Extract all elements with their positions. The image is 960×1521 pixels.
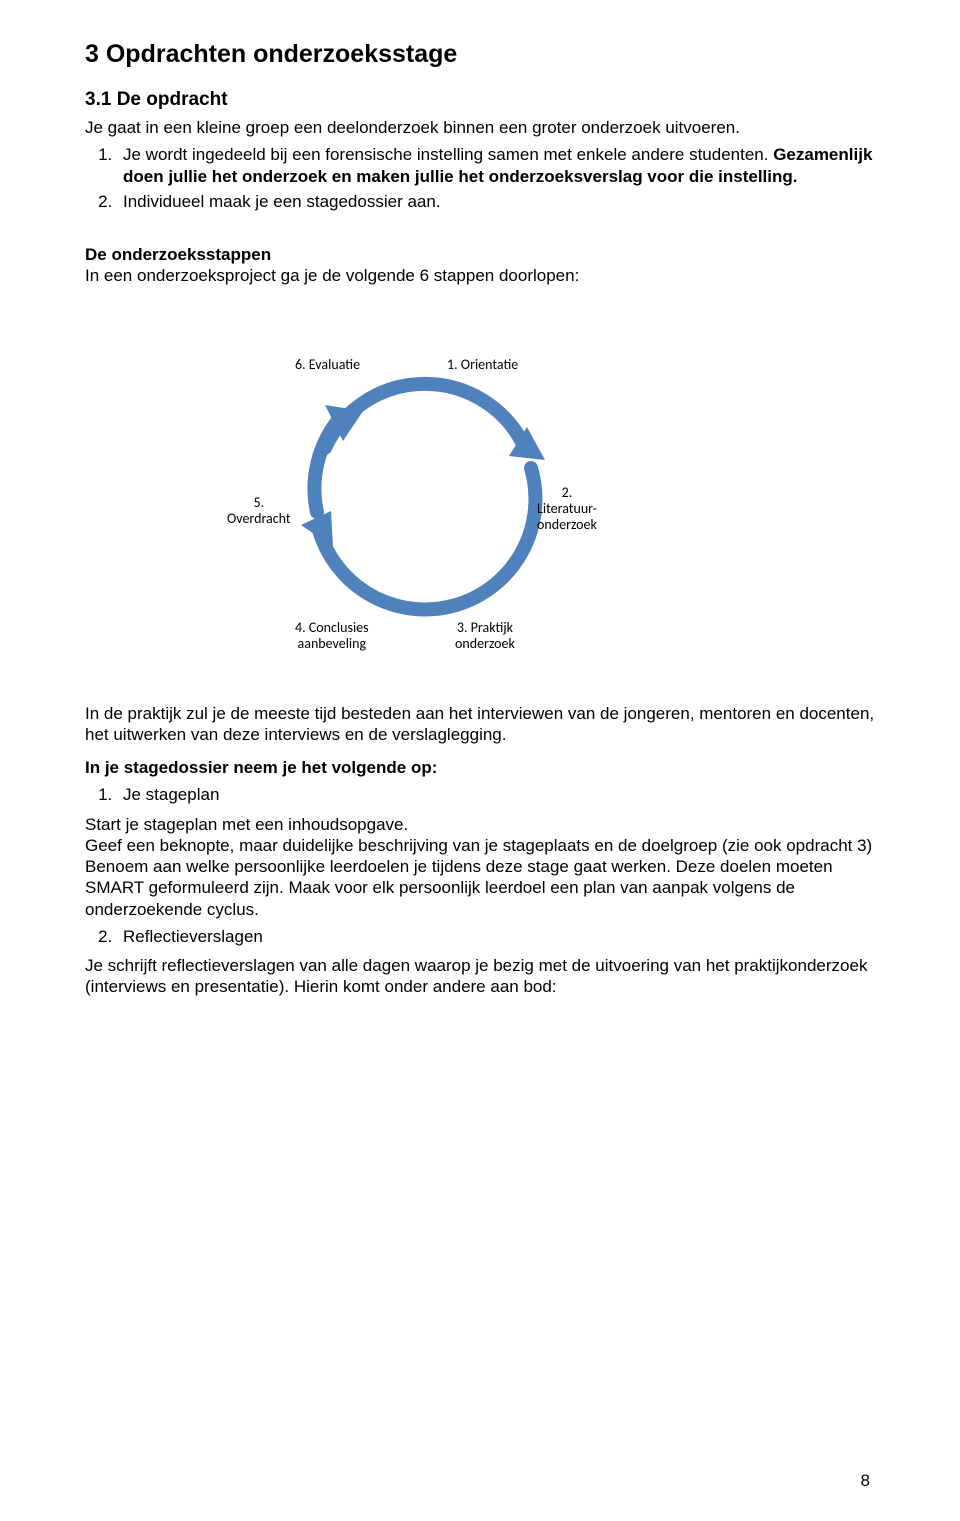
spacer bbox=[85, 220, 875, 244]
cycle-label-4a: 4. Conclusies bbox=[295, 619, 369, 636]
cycle-label-1: 1. Orientatie bbox=[447, 357, 518, 373]
cycle-label-3b: onderzoek bbox=[455, 635, 515, 652]
stagedossier-heading: In je stagedossier neem je het volgende … bbox=[85, 757, 875, 778]
stagedossier-li-1: Je stageplan bbox=[117, 784, 875, 805]
cycle-arc-2 bbox=[319, 468, 535, 609]
cycle-label-4: 4. Conclusies aanbeveling bbox=[295, 620, 369, 652]
intro-list: Je wordt ingedeeld bij een forensische i… bbox=[85, 144, 875, 212]
intro-li-1a: Je wordt ingedeeld bij een forensische i… bbox=[123, 145, 773, 164]
praktijk-p: In de praktijk zul je de meeste tijd bes… bbox=[85, 703, 875, 746]
heading-2: 3.1 De opdracht bbox=[85, 89, 875, 111]
cycle-label-4b: aanbeveling bbox=[298, 635, 367, 652]
intro-li-1: Je wordt ingedeeld bij een forensische i… bbox=[117, 144, 875, 187]
stagedossier-li-2: Reflectieverslagen bbox=[117, 926, 875, 947]
cycle-label-5: 5. Overdracht bbox=[227, 495, 291, 527]
cycle-label-6: 6. Evaluatie bbox=[295, 357, 360, 373]
stagedossier-p3: Benoem aan welke persoonlijke leerdoelen… bbox=[85, 856, 875, 920]
onderzoeksstappen-lead: In een onderzoeksproject ga je de volgen… bbox=[85, 265, 875, 286]
cycle-arc-3 bbox=[314, 418, 340, 512]
stagedossier-p2: Geef een beknopte, maar duidelijke besch… bbox=[85, 835, 875, 856]
heading-1: 3 Opdrachten onderzoeksstage bbox=[85, 40, 875, 69]
cycle-label-2: 2. Literatuur- onderzoek bbox=[537, 485, 597, 533]
cycle-label-5a: 5. bbox=[253, 494, 264, 511]
cycle-diagram: 6. Evaluatie 1. Orientatie 5. Overdracht… bbox=[205, 315, 645, 675]
cycle-label-5b: Overdracht bbox=[227, 510, 291, 527]
stagedossier-list-2: Reflectieverslagen bbox=[85, 926, 875, 947]
cycle-label-2b: Literatuur- bbox=[537, 500, 597, 517]
stagedossier-list-1: Je stageplan bbox=[85, 784, 875, 805]
cycle-label-2a: 2. bbox=[562, 484, 573, 501]
stagedossier-p4: Je schrijft reflectieverslagen van alle … bbox=[85, 955, 875, 998]
page: 3 Opdrachten onderzoeksstage 3.1 De opdr… bbox=[0, 0, 960, 1521]
stagedossier-p1: Start je stageplan met een inhoudsopgave… bbox=[85, 814, 875, 835]
cycle-label-3a: 3. Praktijk bbox=[457, 619, 513, 636]
page-number: 8 bbox=[861, 1471, 870, 1491]
intro-lead: Je gaat in een kleine groep een deelonde… bbox=[85, 117, 875, 138]
cycle-label-3: 3. Praktijk onderzoek bbox=[455, 620, 515, 652]
onderzoeksstappen-heading: De onderzoeksstappen bbox=[85, 244, 875, 265]
intro-li-2: Individueel maak je een stagedossier aan… bbox=[117, 191, 875, 212]
cycle-label-2c: onderzoek bbox=[537, 516, 597, 533]
